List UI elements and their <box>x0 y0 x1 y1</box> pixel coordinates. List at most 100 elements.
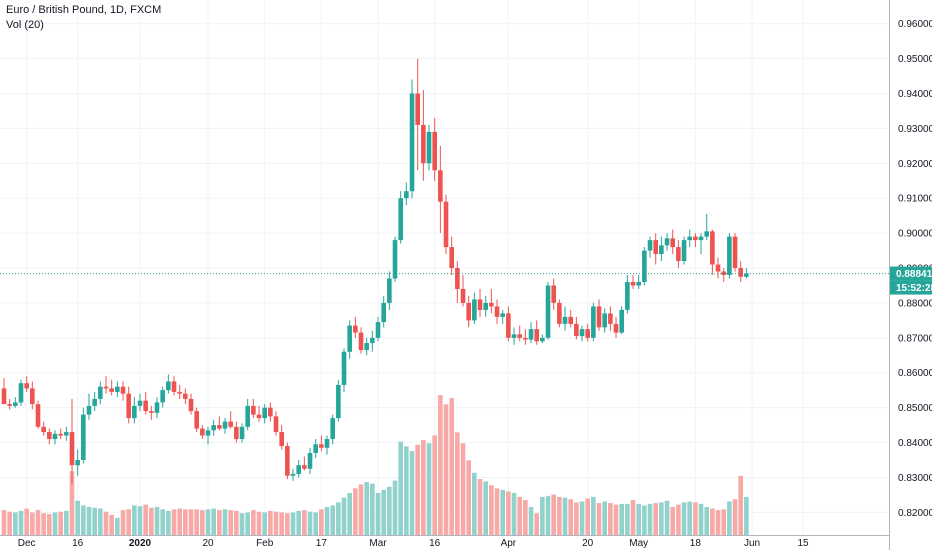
candle-body <box>64 432 69 436</box>
volume-bar <box>608 503 613 535</box>
volume-bar <box>7 511 12 535</box>
volume-bar <box>222 509 228 535</box>
candle-body <box>86 405 92 415</box>
candle-body <box>347 325 352 352</box>
candle-body <box>228 421 233 427</box>
volume-bar <box>183 509 188 535</box>
y-tick-label: 0.84000 <box>898 438 932 449</box>
volume-bar <box>228 510 233 535</box>
candle-body <box>13 402 18 406</box>
volume-bar <box>205 509 211 535</box>
volume-bar <box>738 475 744 535</box>
candle-body <box>137 400 143 406</box>
candle-body <box>574 323 579 337</box>
candle-body <box>642 250 647 282</box>
volume-bar <box>75 500 80 535</box>
volume-bar <box>687 501 693 535</box>
volume-bar <box>251 510 256 535</box>
volume-bars <box>1 395 749 535</box>
symbol-title[interactable]: Euro / British Pound, 1D, FXCM <box>6 4 162 16</box>
volume-bar <box>551 494 556 535</box>
volume-bar <box>392 480 398 535</box>
x-tick-label: 16 <box>429 538 441 549</box>
y-tick-label: 0.92000 <box>898 159 932 170</box>
volume-bar <box>704 507 710 535</box>
volume-bar <box>500 489 505 535</box>
candle-body <box>557 302 562 324</box>
last-price-marker: 0.88841 15:52:28 <box>0 266 932 295</box>
volume-bar <box>727 501 732 535</box>
candle-body <box>693 236 698 241</box>
candle-body <box>551 285 556 303</box>
candle-body <box>426 131 432 164</box>
volume-bar <box>177 508 182 535</box>
candle-body <box>398 198 403 241</box>
candle-body <box>336 384 341 419</box>
volume-bar <box>636 503 642 535</box>
candle-body <box>239 426 245 440</box>
candle-body <box>545 285 551 338</box>
volume-bar <box>596 503 602 535</box>
candle-body <box>319 444 324 448</box>
candle-body <box>744 273 749 277</box>
price-candles <box>1 58 749 485</box>
volume-bar <box>52 512 58 535</box>
y-tick-label: 0.96000 <box>898 19 932 30</box>
candle-body <box>75 459 80 466</box>
volume-indicator-label[interactable]: Vol (20) <box>6 19 44 31</box>
candle-body <box>591 306 596 338</box>
candle-body <box>7 404 12 406</box>
volume-bar <box>438 395 443 535</box>
candle-body <box>205 430 211 436</box>
candle-body <box>534 329 539 342</box>
volume-bar <box>647 503 653 535</box>
candle-body <box>290 473 296 476</box>
candle-body <box>194 411 199 429</box>
volume-bar <box>681 502 687 535</box>
volume-bar <box>489 485 494 535</box>
candle-body <box>41 426 46 433</box>
candle-body <box>579 329 585 337</box>
volume-bar <box>149 507 154 535</box>
candle-body <box>171 381 177 392</box>
candle-body <box>494 306 500 317</box>
volume-bar <box>517 496 522 535</box>
volume-bar <box>715 510 721 535</box>
volume-bar <box>398 441 403 535</box>
volume-bar <box>693 502 698 535</box>
volume-bar <box>415 444 420 535</box>
volume-bar <box>171 509 177 535</box>
candle-body <box>149 411 154 413</box>
candle-body <box>330 418 335 440</box>
x-tick-label: Mar <box>369 538 387 549</box>
volume-bar <box>41 513 46 535</box>
volume-bar <box>154 507 160 535</box>
candle-body <box>115 386 120 392</box>
candle-body <box>727 236 732 276</box>
volume-bar <box>460 443 466 535</box>
volume-bar <box>653 503 659 535</box>
volume-bar <box>381 489 386 535</box>
candle-body <box>211 425 216 431</box>
volume-bar <box>421 440 426 535</box>
candle-body <box>710 231 715 265</box>
volume-bar <box>676 504 681 535</box>
candle-body <box>341 351 347 385</box>
candle-body <box>489 302 494 307</box>
candle-body <box>409 93 415 192</box>
candle-body <box>81 414 86 460</box>
volume-bar <box>262 512 267 535</box>
candle-body <box>659 245 664 255</box>
candle-body <box>387 278 392 303</box>
candle-body <box>460 288 466 303</box>
candle-body <box>98 386 103 399</box>
candle-body <box>285 446 290 476</box>
candle-body <box>676 247 681 262</box>
candle-body <box>562 316 568 324</box>
candle-body <box>681 240 687 262</box>
y-tick-label: 0.95000 <box>898 54 932 65</box>
volume-bar <box>217 510 222 535</box>
